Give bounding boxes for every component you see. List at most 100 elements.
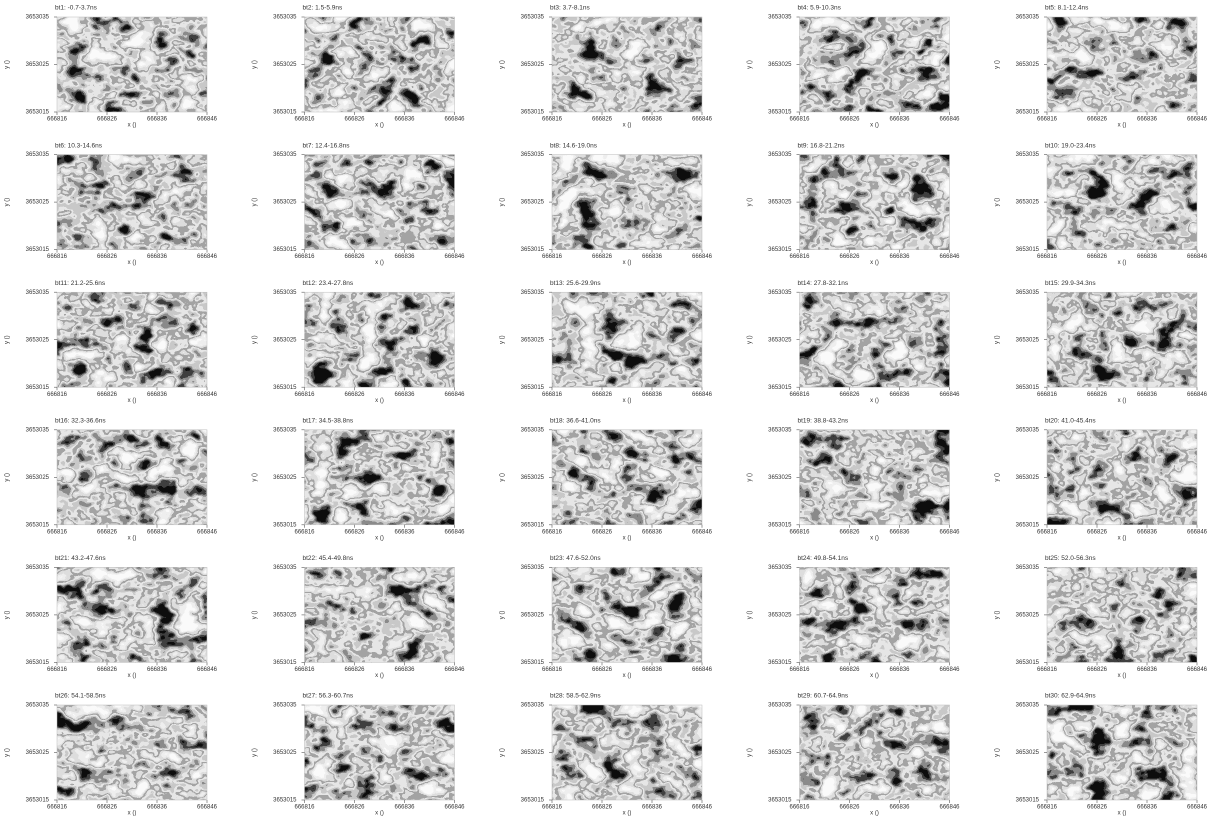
y-axis-label: y ()	[5, 60, 11, 69]
y-axis-label: y ()	[500, 748, 506, 757]
x-tick-label: 666816	[47, 117, 68, 123]
y-tick-label: 3653025	[521, 200, 545, 206]
slice-image	[57, 705, 207, 800]
y-tick-label: 3653015	[521, 110, 545, 116]
x-tick-label: 666836	[147, 392, 168, 398]
panel-title: bt30: 62.9-64.9ns	[1045, 693, 1096, 700]
x-axis-label: x ()	[375, 811, 384, 817]
x-axis-label: x ()	[870, 260, 879, 266]
y-tick-label: 3653035	[521, 290, 545, 296]
y-tick-label: 3653015	[273, 660, 297, 666]
y-tick-label: 3653025	[1016, 62, 1040, 68]
y-tick-label: 3653035	[26, 565, 50, 571]
y-tick-label: 3653025	[273, 62, 297, 68]
x-axis-label: x ()	[128, 260, 137, 266]
slice-image	[1047, 430, 1197, 525]
x-tick-label: 666836	[1137, 117, 1158, 123]
y-tick-label: 3653035	[273, 152, 297, 158]
x-tick-label: 666816	[789, 805, 810, 811]
y-tick-label: 3653035	[768, 152, 792, 158]
x-axis-label: x ()	[870, 123, 879, 129]
y-tick-label: 3653015	[521, 798, 545, 804]
x-tick-label: 666816	[294, 392, 315, 398]
slice-image	[1047, 17, 1197, 112]
y-tick-label: 3653035	[26, 152, 50, 158]
x-tick-label: 666826	[1087, 805, 1108, 811]
panel-title: bt28: 58.5-62.9ns	[550, 693, 601, 700]
slice-image	[57, 567, 207, 662]
x-tick-label: 666826	[97, 667, 118, 673]
slice-image	[57, 17, 207, 112]
x-tick-label: 666826	[592, 805, 613, 811]
x-tick-label: 666836	[147, 529, 168, 535]
x-tick-label: 666836	[889, 667, 910, 673]
x-axis-label: x ()	[1118, 535, 1127, 541]
panel-title: bt19: 38.8-43.2ns	[798, 418, 849, 425]
x-tick-label: 666846	[692, 117, 713, 123]
x-tick-label: 666826	[1087, 529, 1108, 535]
y-tick-label: 3653025	[26, 337, 50, 343]
y-tick-label: 3653025	[273, 200, 297, 206]
x-tick-label: 666836	[889, 392, 910, 398]
panel-title: bt25: 52.0-56.3ns	[1045, 555, 1096, 562]
y-tick-label: 3653015	[273, 385, 297, 391]
x-tick-label: 666836	[394, 254, 415, 260]
panel-title: bt9: 16.8-21.2ns	[798, 142, 846, 149]
slice-image	[305, 155, 455, 250]
x-axis-label: x ()	[1118, 260, 1127, 266]
panel-title: bt15: 29.9-34.3ns	[1045, 280, 1096, 287]
x-tick-label: 666816	[1037, 529, 1058, 535]
slice-grid: bt1: -0.7-3.7ns6668166668266668366668463…	[0, 0, 1210, 822]
x-tick-label: 666836	[642, 529, 663, 535]
x-tick-label: 666826	[344, 805, 365, 811]
slice-image	[552, 567, 702, 662]
y-tick-label: 3653025	[26, 750, 50, 756]
x-tick-label: 666836	[1137, 667, 1158, 673]
y-tick-label: 3653015	[768, 798, 792, 804]
x-tick-label: 666846	[692, 254, 713, 260]
x-axis-label: x ()	[1118, 398, 1127, 404]
x-axis-label: x ()	[128, 673, 137, 679]
y-tick-label: 3653015	[273, 798, 297, 804]
y-tick-label: 3653025	[1016, 612, 1040, 618]
slice-image	[1047, 155, 1197, 250]
panel-title: bt24: 49.8-54.1ns	[798, 555, 849, 562]
x-tick-label: 666836	[394, 667, 415, 673]
x-tick-label: 666846	[939, 667, 960, 673]
x-tick-label: 666846	[1187, 117, 1208, 123]
y-tick-label: 3653015	[1016, 522, 1040, 528]
x-tick-label: 666846	[939, 254, 960, 260]
x-tick-label: 666836	[394, 529, 415, 535]
y-tick-label: 3653035	[768, 703, 792, 709]
panel-title: bt8: 14.6-19.0ns	[550, 142, 598, 149]
panel-title: bt4: 5.9-10.3ns	[798, 5, 842, 12]
y-tick-label: 3653035	[1016, 427, 1040, 433]
y-tick-label: 3653015	[768, 660, 792, 666]
y-tick-label: 3653035	[26, 15, 50, 21]
y-tick-label: 3653035	[26, 290, 50, 296]
x-axis-label: x ()	[1118, 673, 1127, 679]
y-axis-label: y ()	[995, 473, 1001, 482]
y-tick-label: 3653035	[1016, 15, 1040, 21]
y-tick-label: 3653025	[521, 337, 545, 343]
y-axis-label: y ()	[747, 473, 753, 482]
x-tick-label: 666846	[692, 805, 713, 811]
y-axis-label: y ()	[252, 473, 258, 482]
y-axis-label: y ()	[747, 611, 753, 620]
x-axis-label: x ()	[623, 811, 632, 817]
slice-image	[305, 17, 455, 112]
x-tick-label: 666816	[47, 667, 68, 673]
x-tick-label: 666826	[1087, 117, 1108, 123]
x-tick-label: 666836	[147, 117, 168, 123]
y-axis-label: y ()	[5, 335, 11, 344]
panel-title: bt12: 23.4-27.8ns	[303, 280, 354, 287]
x-tick-label: 666846	[1187, 254, 1208, 260]
x-tick-label: 666816	[789, 254, 810, 260]
